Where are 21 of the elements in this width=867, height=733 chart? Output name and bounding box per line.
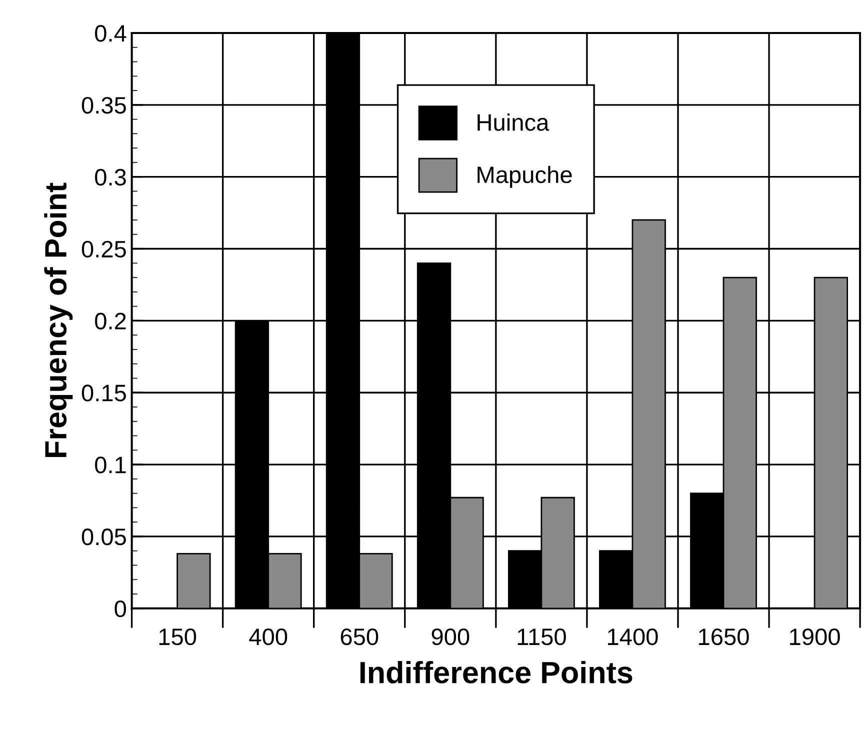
y-tick-label: 0.35 xyxy=(82,96,126,114)
y-axis-title: Frequency of Point xyxy=(44,182,73,457)
y-tick-label: 0 xyxy=(114,600,126,618)
y-tick-label: 0.3 xyxy=(95,168,126,186)
x-axis-title: Indifference Points xyxy=(360,660,632,684)
x-tick-label: 150 xyxy=(159,628,196,646)
y-tick-label: 0.15 xyxy=(82,384,126,402)
x-tick-label: 650 xyxy=(340,628,378,646)
x-tick-label: 1650 xyxy=(699,628,749,646)
y-tick-label: 0.4 xyxy=(95,25,126,42)
y-tick-label: 0.1 xyxy=(95,456,126,474)
x-tick-label: 900 xyxy=(432,628,470,646)
legend-label: Huinca xyxy=(478,114,550,131)
y-tick-label: 0.05 xyxy=(82,528,126,546)
legend-label: Mapuche xyxy=(478,166,572,188)
x-tick-label: 1400 xyxy=(608,628,658,646)
y-tick-label: 0.2 xyxy=(95,312,126,330)
y-tick-label: 0.25 xyxy=(82,240,126,258)
x-tick-label: 1900 xyxy=(790,628,840,646)
x-tick-label: 400 xyxy=(249,628,288,646)
x-tick-label: 1150 xyxy=(518,628,566,646)
